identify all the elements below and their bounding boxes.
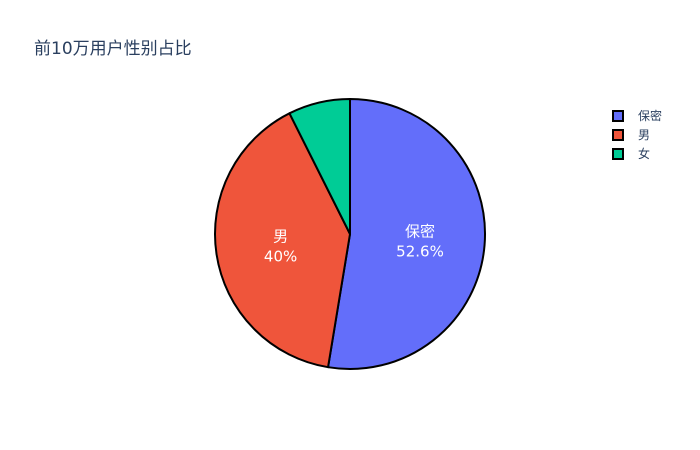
chart-title: 前10万用户性别占比 [34, 39, 192, 59]
pie-slice-baomi[interactable] [327, 98, 486, 370]
legend-label-female: 女 [638, 147, 651, 161]
slice-label-male-percent: 40% [264, 248, 297, 266]
slice-label-male: 男 40% [264, 228, 297, 266]
slice-label-baomi-category: 保密 [405, 223, 435, 241]
pie-slices [214, 98, 486, 370]
legend-item-baomi[interactable]: 保密 [612, 106, 662, 125]
slice-label-baomi: 保密 52.6% [396, 223, 444, 261]
legend-swatch-baomi [612, 109, 624, 122]
legend-item-male[interactable]: 男 [612, 125, 662, 144]
legend-swatch-female [612, 147, 624, 160]
slice-label-baomi-percent: 52.6% [396, 243, 444, 261]
legend-swatch-male [612, 128, 624, 141]
legend-label-baomi: 保密 [638, 109, 663, 123]
legend-item-female[interactable]: 女 [612, 144, 662, 163]
pie-slice-male[interactable] [214, 112, 351, 369]
legend-label-male: 男 [638, 128, 651, 142]
legend: 保密 男 女 [612, 106, 662, 163]
pie-labels: 保密 52.6% 男 40% [264, 223, 444, 266]
slice-label-male-category: 男 [273, 228, 288, 246]
pie-slice-female[interactable] [288, 98, 351, 235]
